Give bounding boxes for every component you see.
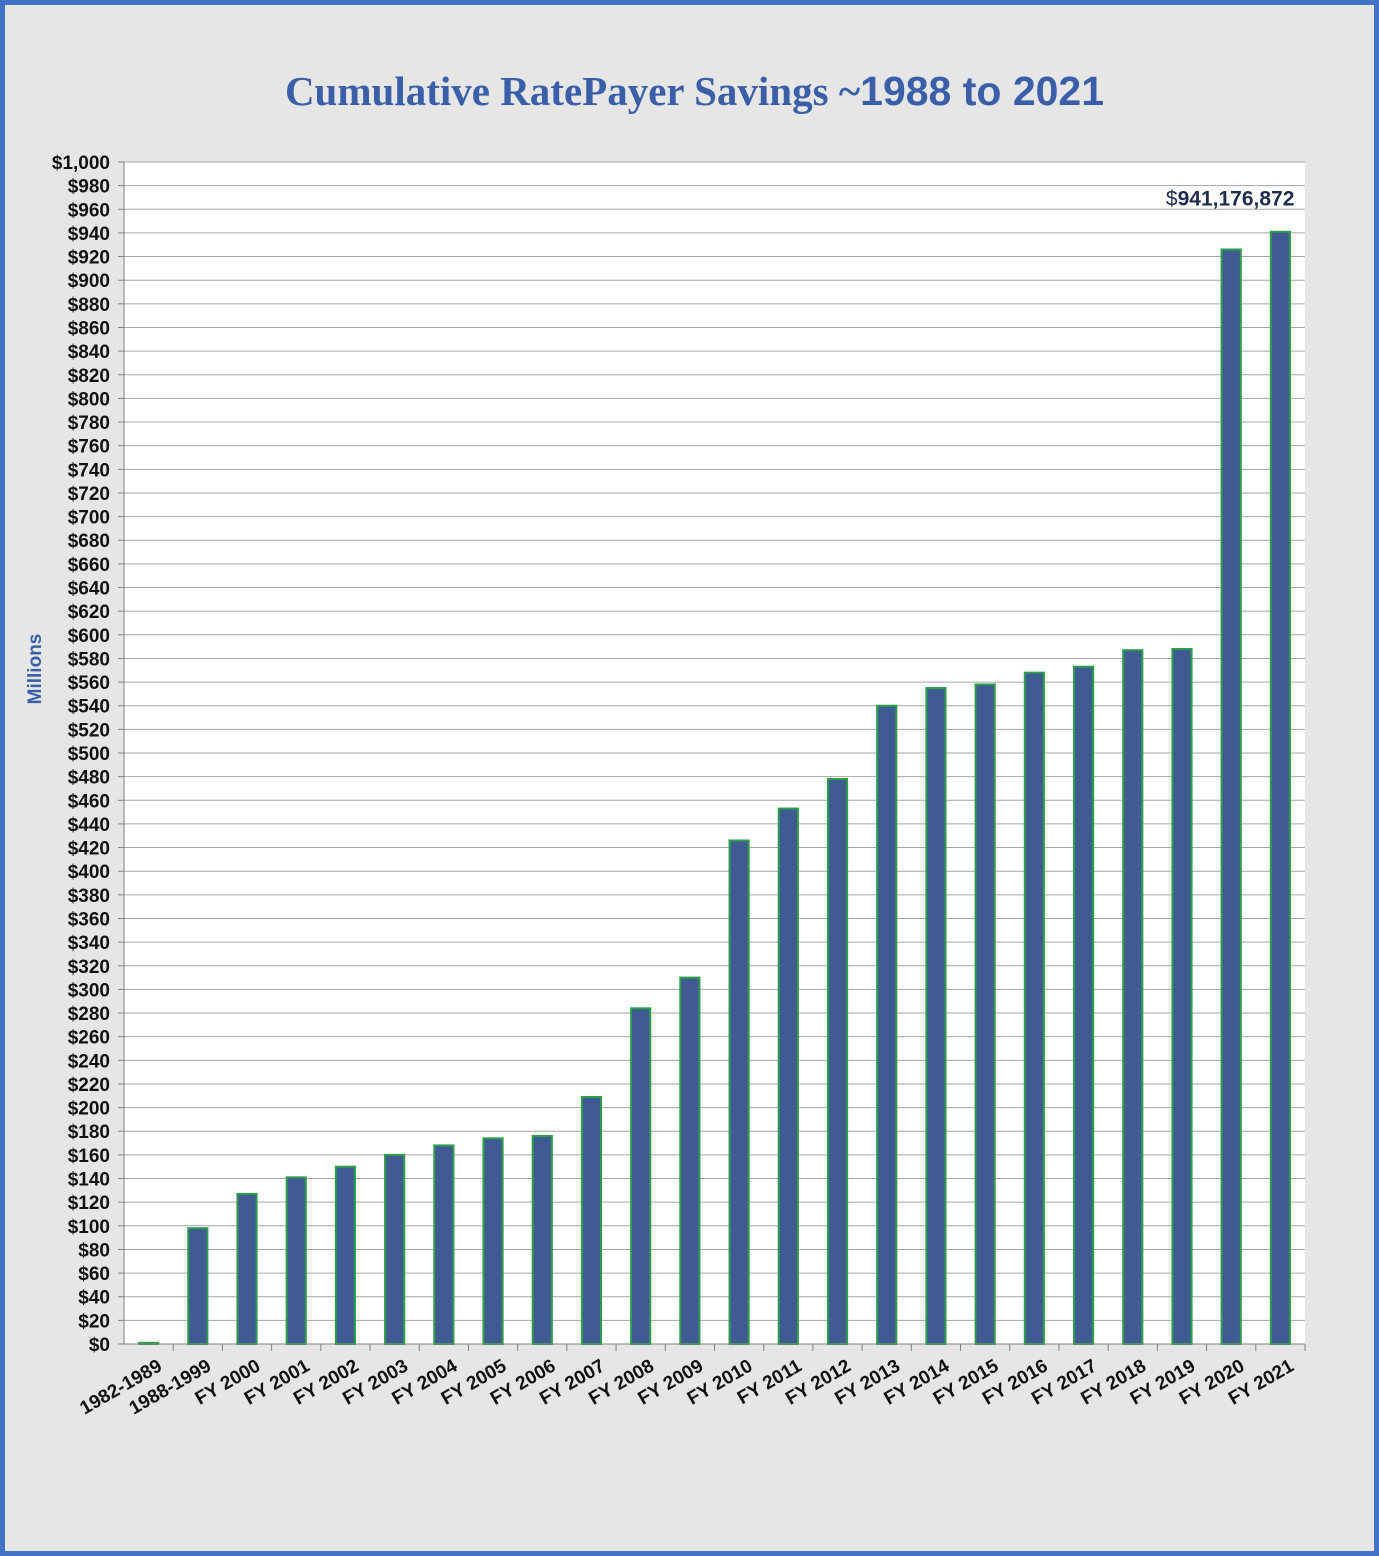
y-tick-label: $500 bbox=[68, 744, 110, 765]
bar-fy-2005 bbox=[482, 1137, 504, 1346]
y-tick-label: $920 bbox=[68, 248, 110, 269]
bar-1988-1999 bbox=[187, 1227, 209, 1345]
data-label-fy2021: $941,176,872 bbox=[1166, 188, 1294, 211]
chart-title: Cumulative RatePayer Savings ~1988 to 20… bbox=[5, 67, 1379, 115]
y-tick-labels: $0 $20$40 $60 $80$100 $120$140 $160 $180$200 $2… bbox=[52, 153, 110, 1356]
y-tick-label: $480 bbox=[68, 768, 110, 789]
y-tick-label: $200 bbox=[68, 1099, 110, 1120]
bar-fy-2012 bbox=[826, 778, 849, 1345]
y-tick-label: $220 bbox=[68, 1075, 110, 1096]
y-tick-label: $400 bbox=[68, 862, 110, 883]
y-tick-label: $980 bbox=[68, 177, 110, 198]
y-tick-label: $420 bbox=[68, 839, 110, 860]
y-tick-label: $620 bbox=[68, 602, 110, 623]
y-tick-label: $540 bbox=[68, 697, 110, 718]
bar-fy-2002 bbox=[334, 1165, 357, 1345]
axes bbox=[118, 161, 1306, 1351]
y-tick-label: $1,000 bbox=[52, 153, 110, 174]
y-tick-label: $280 bbox=[68, 1004, 110, 1025]
y-tick-label: $40 bbox=[78, 1288, 110, 1309]
y-tick-label: $20 bbox=[78, 1311, 110, 1332]
bar-fy-2010 bbox=[728, 839, 750, 1346]
y-tick-label: $380 bbox=[68, 886, 110, 907]
bar-fy-2021 bbox=[1269, 230, 1291, 1345]
y-tick-label: $760 bbox=[68, 437, 110, 458]
y-tick-label: $680 bbox=[68, 531, 110, 552]
bar-fy-2004 bbox=[433, 1144, 455, 1345]
y-tick-label: $100 bbox=[68, 1217, 110, 1238]
y-tick-label: $460 bbox=[68, 791, 110, 812]
y-tick-label: $60 bbox=[78, 1264, 110, 1285]
bar-fy-2008 bbox=[630, 1007, 652, 1345]
y-tick-label: $960 bbox=[68, 200, 110, 221]
bar-fy-2017 bbox=[1072, 665, 1095, 1345]
y-tick-label: $120 bbox=[68, 1193, 110, 1214]
y-tick-label: $240 bbox=[68, 1051, 110, 1072]
bar-fy-2001 bbox=[285, 1176, 307, 1346]
y-tick-label: $580 bbox=[68, 649, 110, 670]
bars bbox=[138, 230, 1291, 1346]
bar-fy-2006 bbox=[531, 1134, 553, 1346]
chart-title-years: 1988 to 2021 bbox=[860, 68, 1105, 114]
y-tick-label: $860 bbox=[68, 318, 110, 339]
y-tick-label: $700 bbox=[68, 508, 110, 529]
y-tick-label: $180 bbox=[68, 1122, 110, 1143]
y-tick-label: $560 bbox=[68, 673, 110, 694]
y-tick-label: $840 bbox=[68, 342, 110, 363]
bar-fy-2003 bbox=[384, 1153, 406, 1345]
data-label-value: 941,176,872 bbox=[1178, 188, 1295, 211]
y-tick-label: $940 bbox=[68, 224, 110, 245]
bar-fy-2011 bbox=[777, 807, 799, 1345]
y-axis-title: Millions bbox=[25, 634, 46, 705]
y-tick-label: $820 bbox=[68, 366, 110, 387]
data-label-prefix: $ bbox=[1166, 188, 1178, 211]
bar-fy-2009 bbox=[679, 976, 701, 1346]
y-tick-label: $720 bbox=[68, 484, 110, 505]
y-tick-label: $520 bbox=[68, 720, 110, 741]
y-tick-label: $600 bbox=[68, 626, 110, 647]
y-tick-label: $340 bbox=[68, 933, 110, 954]
bar-fy-2007 bbox=[580, 1095, 603, 1346]
bar-fy-2000 bbox=[236, 1192, 258, 1345]
bar-fy-2019 bbox=[1171, 647, 1193, 1345]
y-tick-label: $440 bbox=[68, 815, 110, 836]
y-tick-label: $900 bbox=[68, 271, 110, 292]
bar-fy-2020 bbox=[1220, 248, 1242, 1345]
y-tick-label: $140 bbox=[68, 1170, 110, 1191]
bar-fy-2014 bbox=[925, 686, 947, 1345]
y-tick-label: $260 bbox=[68, 1028, 110, 1049]
y-tick-label: $80 bbox=[78, 1240, 110, 1261]
chart-title-text: Cumulative RatePayer Savings ~ bbox=[284, 68, 861, 114]
y-tick-label: $320 bbox=[68, 957, 110, 978]
bar-fy-2013 bbox=[876, 704, 898, 1345]
y-tick-label: $780 bbox=[68, 413, 110, 434]
bar-fy-2018 bbox=[1122, 649, 1144, 1345]
y-tick-label: $660 bbox=[68, 555, 110, 576]
y-tick-label: $740 bbox=[68, 460, 110, 481]
y-tick-label: $640 bbox=[68, 579, 110, 600]
y-tick-label: $0 bbox=[89, 1335, 110, 1356]
y-tick-label: $160 bbox=[68, 1146, 110, 1167]
y-tick-label: $360 bbox=[68, 909, 110, 930]
y-tick-label: $880 bbox=[68, 295, 110, 316]
bar-fy-2016 bbox=[1023, 671, 1045, 1345]
bar-fy-2015 bbox=[974, 683, 996, 1345]
y-tick-label: $800 bbox=[68, 389, 110, 410]
y-tick-label: $300 bbox=[68, 980, 110, 1001]
